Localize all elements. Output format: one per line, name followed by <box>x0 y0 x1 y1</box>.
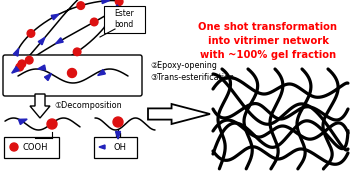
Text: Ester
bond: Ester bond <box>114 9 134 29</box>
Circle shape <box>27 30 35 37</box>
FancyBboxPatch shape <box>93 136 136 157</box>
Circle shape <box>26 56 33 64</box>
Polygon shape <box>44 74 51 81</box>
Text: OH: OH <box>113 143 126 152</box>
Text: COOH: COOH <box>22 143 48 152</box>
Circle shape <box>47 119 57 129</box>
Text: One shot transformation
into vitrimer network
with ~100% gel fraction: One shot transformation into vitrimer ne… <box>198 22 337 60</box>
Text: ①Decomposition: ①Decomposition <box>54 101 122 109</box>
Polygon shape <box>30 94 50 118</box>
Circle shape <box>116 0 123 5</box>
Polygon shape <box>51 14 59 20</box>
Polygon shape <box>102 0 110 4</box>
FancyBboxPatch shape <box>104 5 145 33</box>
Polygon shape <box>113 5 120 11</box>
Circle shape <box>68 68 77 77</box>
Polygon shape <box>12 67 19 73</box>
Circle shape <box>16 63 23 71</box>
Polygon shape <box>116 132 120 139</box>
Polygon shape <box>56 38 63 44</box>
Polygon shape <box>19 119 27 125</box>
Text: ③Trans-esterification: ③Trans-esterification <box>150 73 234 81</box>
Polygon shape <box>148 104 210 124</box>
FancyBboxPatch shape <box>3 55 142 96</box>
Circle shape <box>10 143 18 151</box>
Polygon shape <box>38 65 46 70</box>
Circle shape <box>90 18 98 26</box>
Polygon shape <box>98 70 105 75</box>
Text: ②Epoxy-opening: ②Epoxy-opening <box>150 61 217 70</box>
Circle shape <box>73 48 81 56</box>
Circle shape <box>77 2 85 9</box>
Polygon shape <box>104 20 111 27</box>
Polygon shape <box>13 48 19 56</box>
Polygon shape <box>38 37 45 45</box>
Circle shape <box>113 117 123 127</box>
FancyBboxPatch shape <box>4 136 58 157</box>
Circle shape <box>18 60 26 68</box>
Polygon shape <box>99 145 105 149</box>
